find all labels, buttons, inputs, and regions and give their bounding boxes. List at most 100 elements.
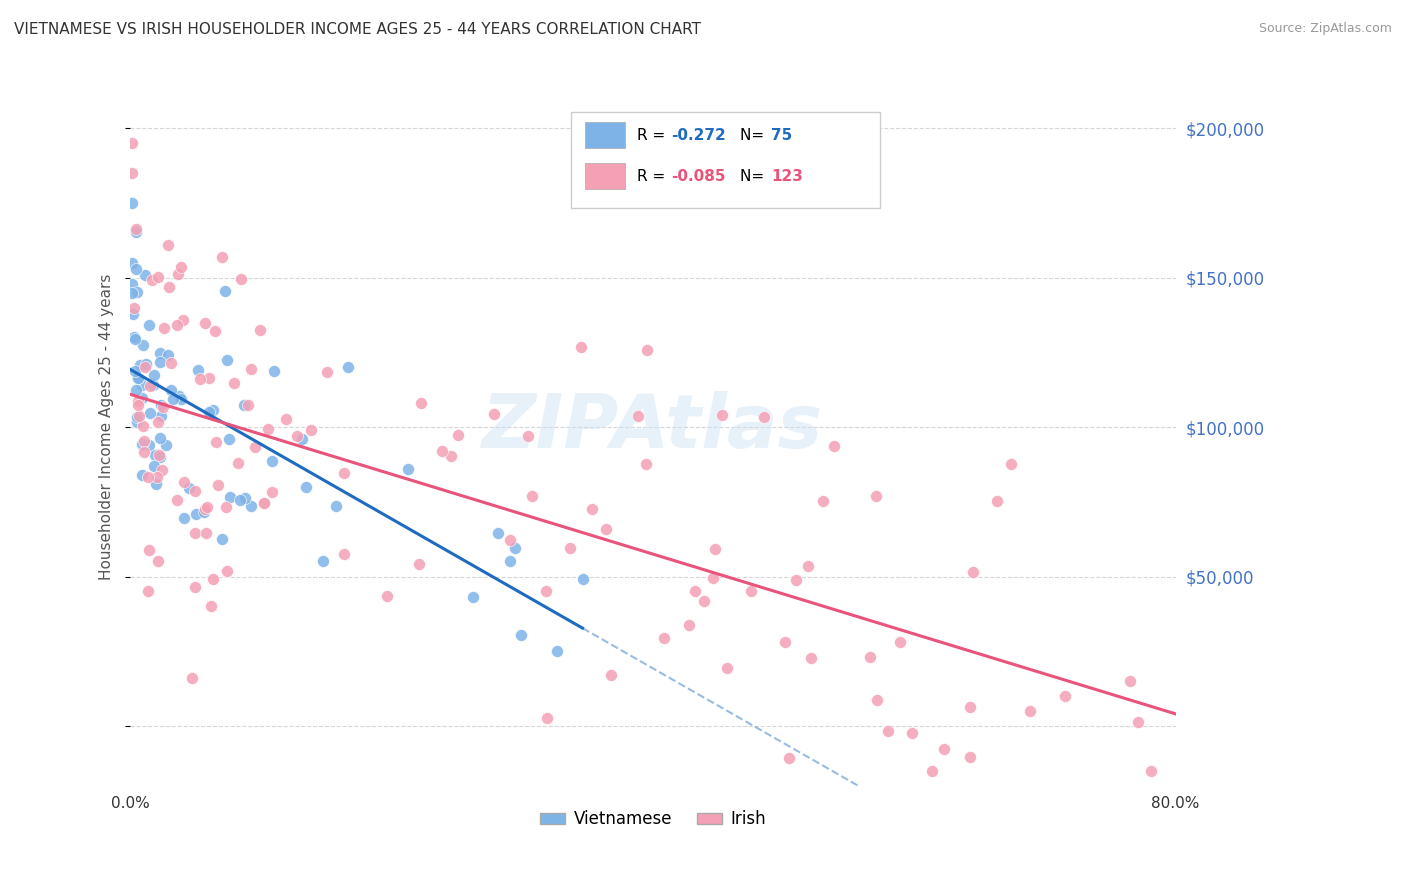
Point: [149, 431, 172, 445]
Point: [125, 409, 148, 424]
Point: [581, 501, 603, 516]
Point: [204, 434, 226, 449]
Point: [683, 583, 706, 598]
Point: [150, 463, 173, 477]
Point: [132, 444, 155, 458]
Point: [207, 477, 229, 491]
Point: [156, 238, 179, 252]
Point: [546, 644, 568, 658]
Text: N=: N=: [740, 169, 769, 184]
Point: [430, 444, 453, 458]
Point: [704, 541, 727, 556]
Point: [239, 361, 262, 376]
Legend: Vietnamese, Irish: Vietnamese, Irish: [533, 804, 772, 835]
Point: [797, 558, 820, 573]
Point: [1119, 674, 1142, 689]
Point: [159, 280, 181, 294]
Point: [716, 661, 738, 675]
Point: [702, 571, 724, 585]
Point: [134, 268, 156, 283]
Point: [440, 449, 463, 463]
Point: [121, 196, 143, 211]
Point: [135, 357, 157, 371]
Point: [169, 260, 191, 274]
Point: [693, 594, 716, 608]
Point: [146, 554, 169, 568]
Point: [173, 475, 195, 490]
Point: [486, 526, 509, 541]
Point: [211, 250, 233, 264]
Point: [627, 409, 650, 423]
Point: [813, 493, 835, 508]
Point: [195, 500, 218, 515]
FancyBboxPatch shape: [571, 112, 880, 209]
Point: [262, 454, 284, 468]
Point: [678, 618, 700, 632]
Point: [121, 277, 143, 291]
Text: 123: 123: [770, 169, 803, 184]
Point: [142, 377, 165, 392]
Point: [986, 493, 1008, 508]
Point: [173, 511, 195, 525]
Point: [142, 368, 165, 382]
Point: [124, 364, 146, 378]
Y-axis label: Householder Income Ages 25 - 44 years: Householder Income Ages 25 - 44 years: [100, 274, 114, 581]
Point: [197, 405, 219, 419]
Text: -0.085: -0.085: [671, 169, 725, 184]
Point: [148, 448, 170, 462]
Point: [127, 371, 149, 385]
Point: [600, 668, 623, 682]
Point: [152, 400, 174, 414]
Text: R =: R =: [637, 128, 671, 143]
Point: [800, 650, 823, 665]
Point: [411, 396, 433, 410]
Point: [536, 583, 558, 598]
Point: [138, 583, 160, 598]
Point: [155, 438, 177, 452]
Point: [131, 392, 153, 406]
Point: [129, 358, 152, 372]
Point: [1000, 457, 1022, 471]
Point: [125, 415, 148, 429]
Point: [233, 491, 256, 505]
Point: [132, 434, 155, 448]
Point: [125, 285, 148, 300]
Point: [214, 284, 236, 298]
Point: [233, 398, 256, 412]
Text: Source: ZipAtlas.com: Source: ZipAtlas.com: [1258, 22, 1392, 36]
Point: [740, 583, 762, 598]
Point: [229, 493, 252, 508]
Point: [172, 312, 194, 326]
Point: [200, 599, 222, 614]
Point: [889, 635, 911, 649]
Point: [156, 348, 179, 362]
Point: [1019, 704, 1042, 718]
Point: [921, 764, 943, 778]
Point: [316, 365, 339, 379]
Point: [198, 371, 221, 385]
Point: [149, 345, 172, 359]
Point: [778, 750, 800, 764]
Point: [166, 267, 188, 281]
Point: [257, 422, 280, 436]
Point: [160, 356, 183, 370]
Point: [636, 343, 658, 358]
Point: [177, 481, 200, 495]
Point: [131, 467, 153, 482]
Point: [202, 402, 225, 417]
Point: [166, 492, 188, 507]
Text: 75: 75: [770, 128, 793, 143]
Point: [934, 742, 956, 756]
Point: [145, 477, 167, 491]
Point: [484, 407, 506, 421]
Point: [131, 378, 153, 392]
Point: [375, 589, 398, 603]
Point: [131, 338, 153, 352]
Point: [121, 256, 143, 270]
Point: [291, 432, 314, 446]
Point: [711, 408, 734, 422]
Point: [146, 270, 169, 285]
Point: [121, 136, 143, 151]
Point: [571, 572, 593, 586]
Point: [859, 649, 882, 664]
